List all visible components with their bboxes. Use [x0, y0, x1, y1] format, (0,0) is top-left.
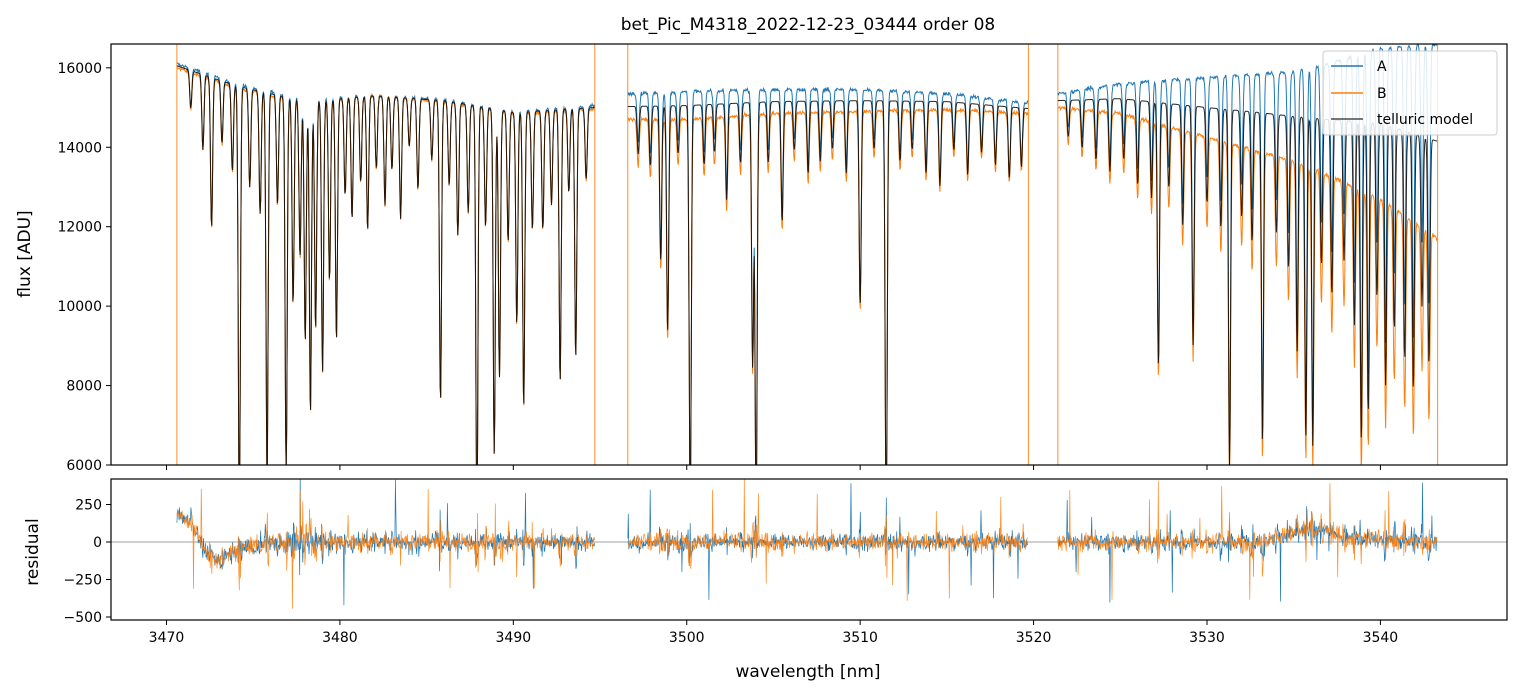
y-tick-label: −500 [64, 610, 102, 626]
legend-label-A: A [1377, 59, 1387, 75]
x-tick-label: 3480 [322, 630, 358, 646]
y-tick-label: 0 [93, 535, 102, 551]
residual-line-B [176, 479, 1438, 609]
segment-boundary-lines [176, 44, 1439, 465]
y-tick-label: 14000 [57, 140, 102, 156]
flux-axes-frame [110, 43, 1508, 466]
y-tick-label: 10000 [57, 299, 102, 315]
y-tick-label: −250 [64, 573, 102, 589]
legend-label-B: B [1377, 86, 1387, 102]
legend-label-telluric-model: telluric model [1377, 112, 1473, 128]
x-tick-label: 3490 [496, 630, 532, 646]
legend: A B telluric model [1322, 50, 1498, 136]
flux-y-ticks: 6000 8000 10000 12000 14000 16000 [57, 61, 111, 474]
x-tick-label: 3470 [149, 630, 185, 646]
series-line-telluric-model [176, 65, 1438, 465]
x-tick-label: 3540 [1363, 630, 1399, 646]
flux-y-axis-label: flux [ADU] [15, 210, 35, 297]
y-tick-label: 6000 [66, 458, 102, 474]
y-tick-label: 8000 [66, 379, 102, 395]
x-tick-label: 3500 [669, 630, 705, 646]
residual-y-axis-label: residual [23, 518, 43, 585]
y-tick-label: 250 [75, 498, 102, 514]
x-tick-label: 3530 [1189, 630, 1225, 646]
residual-axes-frame [110, 478, 1508, 621]
flux-x-ticks [165, 465, 1381, 470]
residual-line-A [176, 479, 1438, 606]
residual-panel: −500 −250 0 250 3470 3480 3490 3500 3510 3520 353… [23, 478, 1508, 682]
flux-plot-area [176, 44, 1439, 465]
y-tick-label: 16000 [57, 61, 102, 77]
x-tick-label: 3510 [842, 630, 878, 646]
residual-plot-area [111, 479, 1507, 609]
y-tick-label: 12000 [57, 220, 102, 236]
x-axis-label: wavelength [nm] [735, 662, 880, 682]
x-tick-label: 3520 [1016, 630, 1052, 646]
chart-title: bet_Pic_M4318_2022-12-23_03444 order 08 [621, 15, 995, 35]
residual-y-ticks: −500 −250 0 250 [64, 498, 111, 626]
legend-box [1322, 50, 1498, 136]
residual-x-ticks: 3470 3480 3490 3500 3510 3520 3530 3540 [149, 620, 1399, 646]
